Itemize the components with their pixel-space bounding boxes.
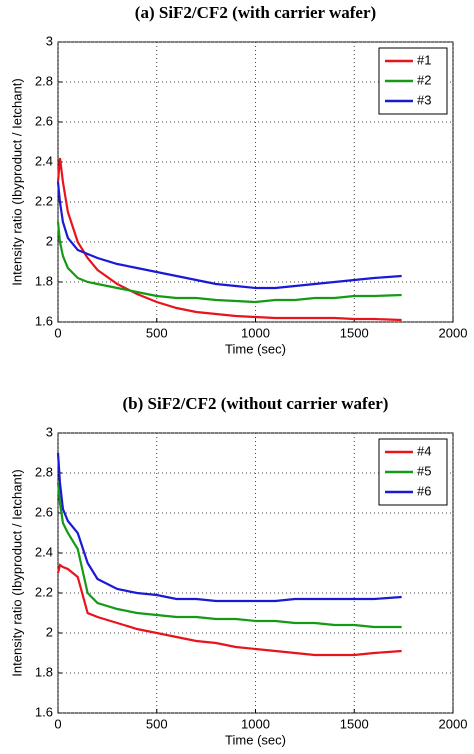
y-tick-label: 1.6 xyxy=(35,704,53,719)
data-line xyxy=(56,563,402,657)
y-axis-label: Intensity ratio (Ibyproduct / Ietchant) xyxy=(9,78,24,285)
x-tick-label: 500 xyxy=(146,716,168,731)
data-line xyxy=(56,221,402,304)
x-tick-label: 2000 xyxy=(439,325,468,340)
y-tick-label: 2.4 xyxy=(35,153,53,168)
x-tick-label: 0 xyxy=(54,716,61,731)
legend-label: #4 xyxy=(417,443,431,458)
y-tick-label: 2.6 xyxy=(35,113,53,128)
y-tick-label: 2.4 xyxy=(35,544,53,559)
y-axis-label: Intensity ratio (Ibyproduct / Ietchant) xyxy=(9,469,24,676)
legend-label: #1 xyxy=(417,52,431,67)
data-line xyxy=(56,452,402,603)
x-axis-label: Time (sec) xyxy=(225,341,286,356)
legend-label: #6 xyxy=(417,483,431,498)
y-tick-label: 1.6 xyxy=(35,313,53,328)
y-tick-label: 1.8 xyxy=(35,664,53,679)
y-tick-label: 2.2 xyxy=(35,584,53,599)
x-tick-label: 1000 xyxy=(241,716,270,731)
legend-label: #3 xyxy=(417,92,431,107)
x-tick-label: 0 xyxy=(54,325,61,340)
y-tick-label: 2.8 xyxy=(35,73,53,88)
legend-label: #2 xyxy=(417,72,431,87)
y-tick-label: 3 xyxy=(46,33,53,48)
y-tick-label: 1.8 xyxy=(35,273,53,288)
x-tick-label: 1500 xyxy=(340,325,369,340)
data-line xyxy=(56,157,402,322)
y-tick-label: 2.2 xyxy=(35,193,53,208)
x-tick-label: 2000 xyxy=(439,716,468,731)
chart-title: (a) SiF2/CF2 (with carrier wafer) xyxy=(135,3,376,22)
x-tick-label: 1500 xyxy=(340,716,369,731)
y-tick-label: 2.8 xyxy=(35,464,53,479)
y-tick-label: 3 xyxy=(46,424,53,439)
x-tick-label: 500 xyxy=(146,325,168,340)
data-line xyxy=(56,482,402,629)
chart-title: (b) SiF2/CF2 (without carrier wafer) xyxy=(123,394,389,413)
legend-label: #5 xyxy=(417,463,431,478)
y-tick-label: 2 xyxy=(46,624,53,639)
x-tick-label: 1000 xyxy=(241,325,270,340)
x-axis-label: Time (sec) xyxy=(225,732,286,747)
y-tick-label: 2 xyxy=(46,233,53,248)
y-tick-label: 2.6 xyxy=(35,504,53,519)
data-line xyxy=(56,181,402,290)
